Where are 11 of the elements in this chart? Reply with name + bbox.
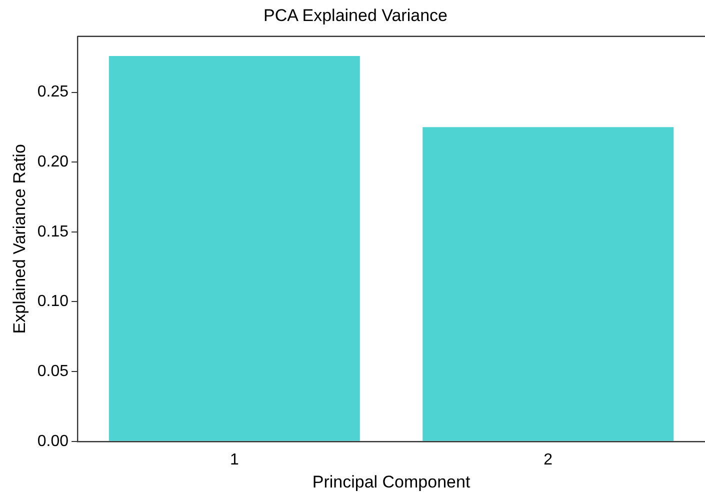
x-axis-title: Principal Component: [312, 472, 470, 492]
y-tick-label: 0.10: [37, 293, 69, 310]
y-tick-label: 0.25: [37, 84, 69, 101]
y-tick-label: 0.00: [37, 432, 69, 450]
x-tick-label: 2: [544, 451, 553, 468]
y-tick-label: 0.05: [37, 362, 69, 380]
y-tick-label: 0.20: [37, 153, 69, 170]
y-axis-title: Explained Variance Ratio: [10, 144, 29, 334]
x-tick-label: 1: [230, 451, 239, 468]
y-tick-label: 0.15: [37, 223, 69, 240]
chart-title: PCA Explained Variance: [264, 6, 448, 25]
